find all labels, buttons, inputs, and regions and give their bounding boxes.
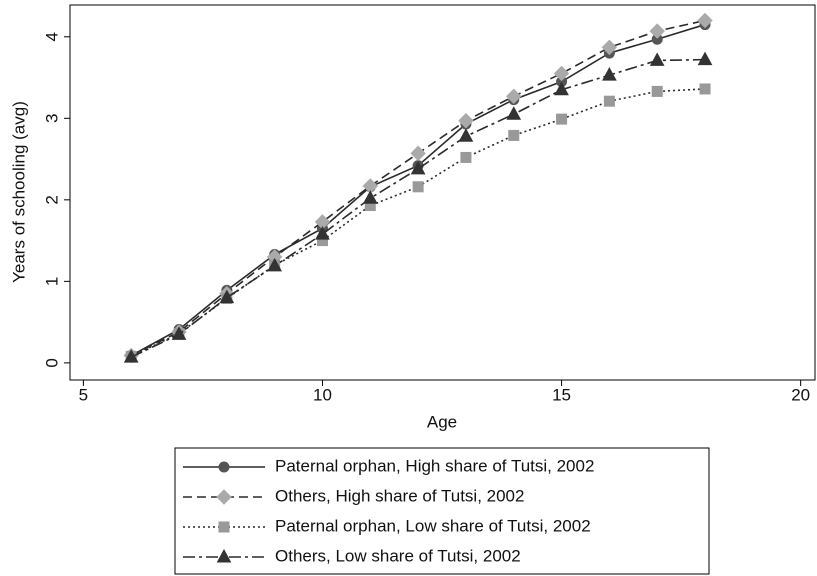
legend-label: Paternal orphan, High share of Tutsi, 20… [275,456,594,475]
point [553,65,570,82]
legend-marker [218,461,230,473]
x-tick-label: 15 [552,385,571,404]
point [508,129,520,141]
series-line [130,88,706,358]
point [458,128,474,142]
point [267,257,282,272]
point [506,106,522,120]
point [362,190,378,204]
legend-marker [216,548,232,563]
y-tick-label: 0 [42,358,61,367]
x-tick-label: 5 [79,385,88,404]
point [219,289,235,304]
point [458,113,474,129]
point [460,151,472,163]
point [554,81,569,96]
legend-label: Others, Low share of Tutsi, 2002 [275,546,521,565]
point [410,145,426,162]
series-line [130,58,706,358]
point [649,23,665,39]
x-tick-label: 20 [791,385,810,404]
point [651,85,663,97]
y-axis-label: Years of schooling (avg) [9,101,28,283]
point [603,95,615,107]
plot-frame [69,4,816,381]
y-tick-label: 2 [42,195,61,204]
y-tick-label: 3 [42,114,61,123]
legend-label: Paternal orphan, Low share of Tutsi, 200… [275,516,591,535]
point [315,226,330,240]
point [412,181,424,193]
legend-marker [216,489,232,505]
x-tick-label: 10 [313,385,332,404]
x-axis-label: Age [427,412,457,431]
point [649,52,665,66]
y-tick-label: 4 [42,32,61,41]
point [410,160,426,175]
legend-marker [218,521,230,533]
point [699,83,711,95]
y-tick-label: 1 [42,277,61,286]
legend-box [174,447,710,575]
point [556,113,568,125]
point [697,12,713,29]
point [506,88,522,105]
point [602,67,617,81]
point [601,39,618,56]
point [123,349,139,363]
legend-label: Others, High share of Tutsi, 2002 [275,486,524,505]
point [697,51,713,66]
point [171,326,187,340]
